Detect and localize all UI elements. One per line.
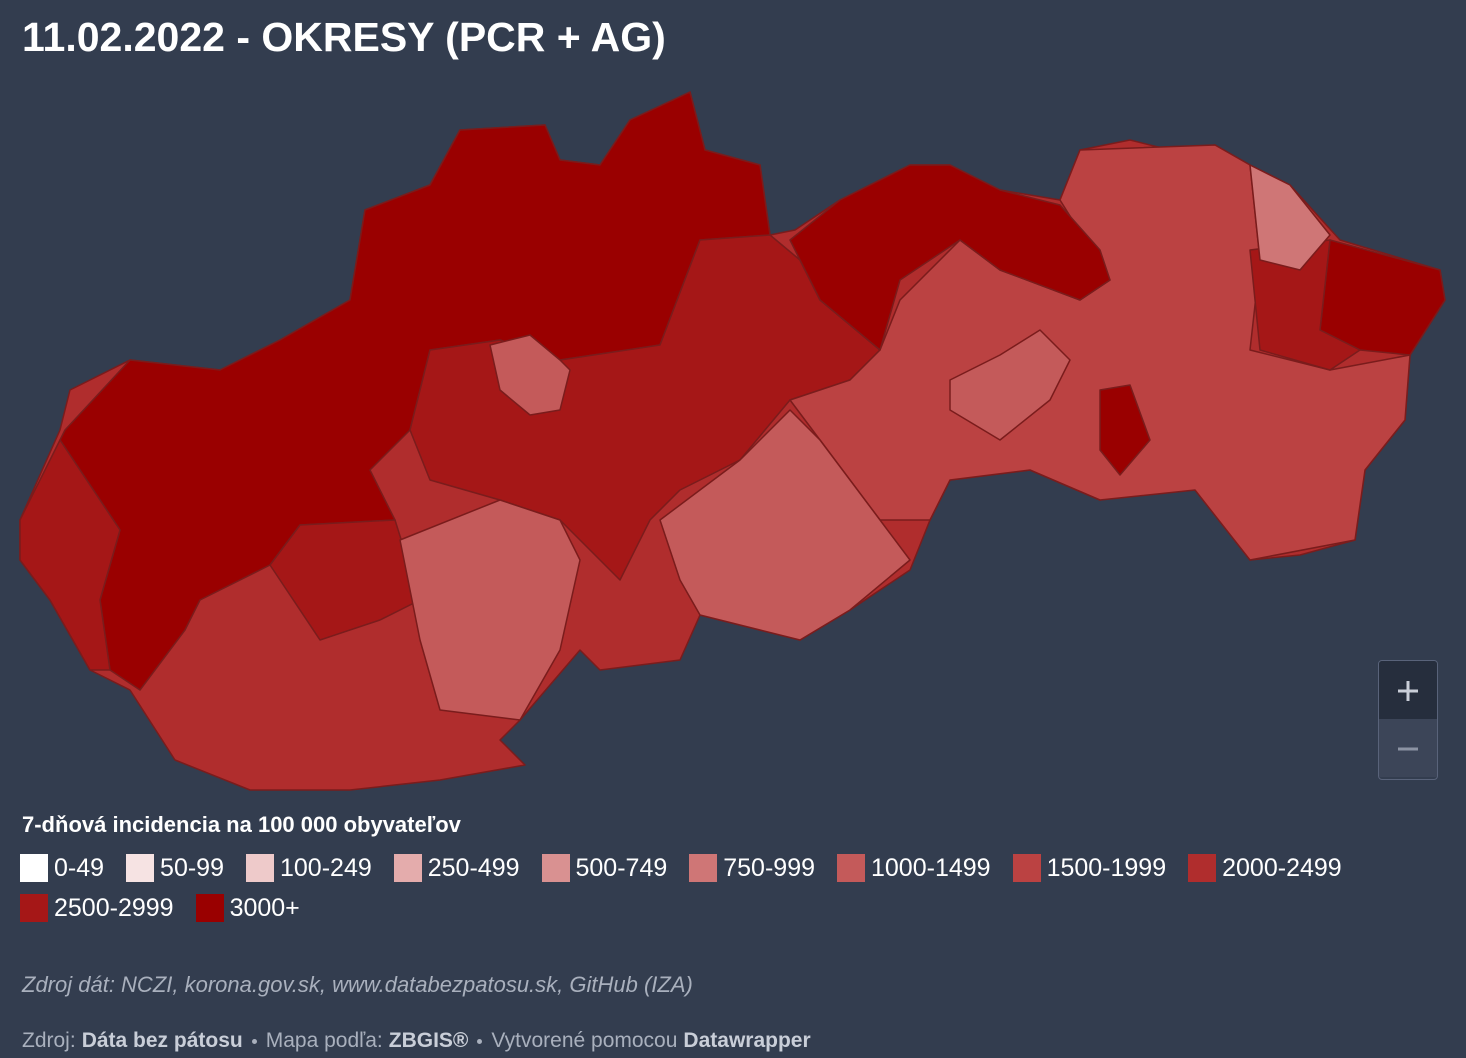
title: 11.02.2022 - OKRESY (PCR + AG) xyxy=(22,14,666,60)
region[interactable] xyxy=(19,439,121,671)
legend-item[interactable]: 100-249 xyxy=(246,852,372,884)
legend-swatch xyxy=(20,854,48,882)
legend-swatch xyxy=(246,854,274,882)
region[interactable] xyxy=(489,334,571,416)
legend-item[interactable]: 50-99 xyxy=(126,852,224,884)
legend: 0-49 50-99 100-249 250-499 500-749 750-999 100… xyxy=(20,852,1440,924)
credits: Zdroj: Dáta bez pátosu Mapa podľa: ZBGIS® Vy… xyxy=(22,1029,811,1053)
separator xyxy=(251,1038,257,1044)
region[interactable] xyxy=(949,329,1071,441)
legend-item[interactable]: 1000-1499 xyxy=(837,852,991,884)
legend-label: 750-999 xyxy=(723,853,815,882)
region[interactable] xyxy=(1249,239,1361,371)
legend-swatch xyxy=(20,894,48,922)
credit-value[interactable]: ZBGIS® xyxy=(388,1029,469,1052)
legend-swatch xyxy=(689,854,718,882)
legend-label: 3000+ xyxy=(229,893,300,922)
legend-label: 1500-1999 xyxy=(1046,853,1167,882)
zoom-out[interactable] xyxy=(1379,719,1437,777)
zoom-control xyxy=(1378,660,1438,780)
region[interactable] xyxy=(1249,164,1331,271)
legend-label: 50-99 xyxy=(160,853,224,882)
data-source: Zdroj dát: NCZI, korona.gov.sk, www.data… xyxy=(22,972,693,997)
legend-item[interactable]: 1500-1999 xyxy=(1012,852,1167,884)
separator xyxy=(477,1038,483,1044)
legend-label: 0-49 xyxy=(54,853,105,882)
legend-label: 1000-1499 xyxy=(871,853,991,882)
credit-label: Mapa podľa: xyxy=(265,1029,383,1052)
map xyxy=(19,91,1446,791)
credit-label: Vytvorené pomocou xyxy=(491,1029,678,1052)
region[interactable] xyxy=(1319,239,1446,356)
legend-item[interactable]: 500-749 xyxy=(541,852,668,884)
region[interactable] xyxy=(1099,384,1151,476)
legend-title: 7-dňová incidencia na 100 000 obyvateľov xyxy=(22,812,461,837)
legend-item[interactable]: 2500-2999 xyxy=(20,892,174,924)
credit-value[interactable]: Dáta bez pátosu xyxy=(81,1029,243,1052)
legend-item[interactable]: 3000+ xyxy=(195,892,300,924)
legend-swatch xyxy=(837,854,865,882)
legend-label: 250-499 xyxy=(427,853,520,882)
region[interactable] xyxy=(789,164,1111,351)
legend-swatch xyxy=(195,894,224,922)
legend-label: 2000-2499 xyxy=(1222,853,1342,882)
legend-item[interactable]: 250-499 xyxy=(393,852,520,884)
legend-label: 500-749 xyxy=(575,853,668,882)
region[interactable] xyxy=(399,499,581,721)
legend-swatch xyxy=(1188,854,1217,882)
legend-item[interactable]: 2000-2499 xyxy=(1188,852,1342,884)
credit-label: Zdroj: xyxy=(22,1029,76,1052)
legend-label: 2500-2999 xyxy=(54,893,174,922)
legend-item[interactable]: 750-999 xyxy=(689,852,815,884)
legend-swatch xyxy=(393,854,422,882)
zoom-in[interactable] xyxy=(1379,661,1437,719)
legend-swatch xyxy=(126,854,155,882)
region[interactable] xyxy=(659,409,911,641)
legend-item[interactable]: 0-49 xyxy=(20,852,104,884)
legend-swatch xyxy=(1012,854,1041,882)
credit-value[interactable]: Datawrapper xyxy=(683,1029,811,1052)
legend-label: 100-249 xyxy=(280,853,372,882)
legend-swatch xyxy=(541,854,570,882)
